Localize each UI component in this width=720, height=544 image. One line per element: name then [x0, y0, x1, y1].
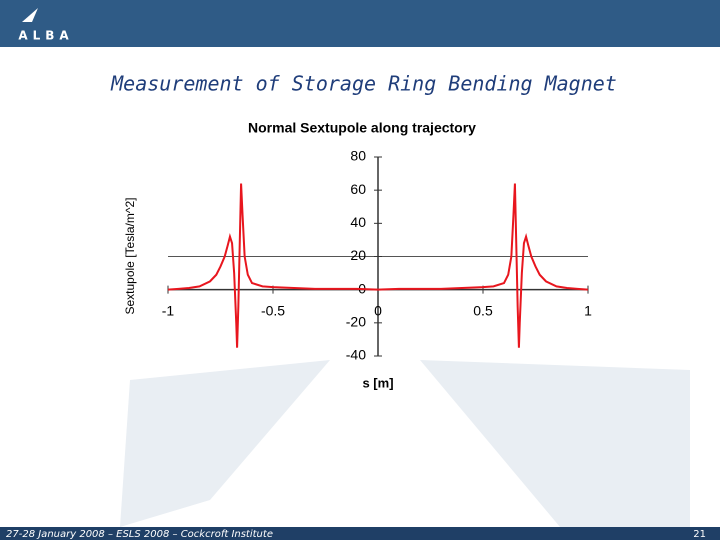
chart-title: Normal Sextupole along trajectory [248, 120, 476, 136]
y-tick-label: 80 [350, 148, 366, 164]
slide-title: Measurement of Storage Ring Bending Magn… [110, 72, 617, 96]
x-tick-label: 0.5 [473, 302, 493, 318]
y-axis-label: Sextupole [Tesla/m^2] [123, 197, 137, 314]
logo-mark [22, 8, 38, 22]
x-axis-label: s [m] [362, 375, 393, 390]
y-tick-label: 20 [350, 247, 366, 263]
x-tick-label: 0 [374, 302, 382, 318]
y-tick-label: 40 [350, 214, 366, 230]
y-tick-label: 60 [350, 181, 366, 197]
footer-bar [0, 527, 720, 540]
chart: Normal Sextupole along trajectory s [m] … [123, 120, 592, 391]
y-tick-label: -20 [346, 314, 366, 330]
x-tick-label: -0.5 [261, 302, 285, 318]
page-number: 21 [693, 529, 706, 540]
decor [420, 360, 690, 527]
y-tick-label: -40 [346, 347, 366, 363]
data-line [167, 183, 589, 348]
x-tick-label: 1 [584, 302, 592, 318]
header-bar [0, 0, 720, 47]
x-tick-label: -1 [162, 302, 175, 318]
logo: ALBA [18, 29, 73, 43]
decor [120, 360, 330, 527]
footer: 27-28 January 2008 – ESLS 2008 – Cockcro… [6, 529, 273, 540]
